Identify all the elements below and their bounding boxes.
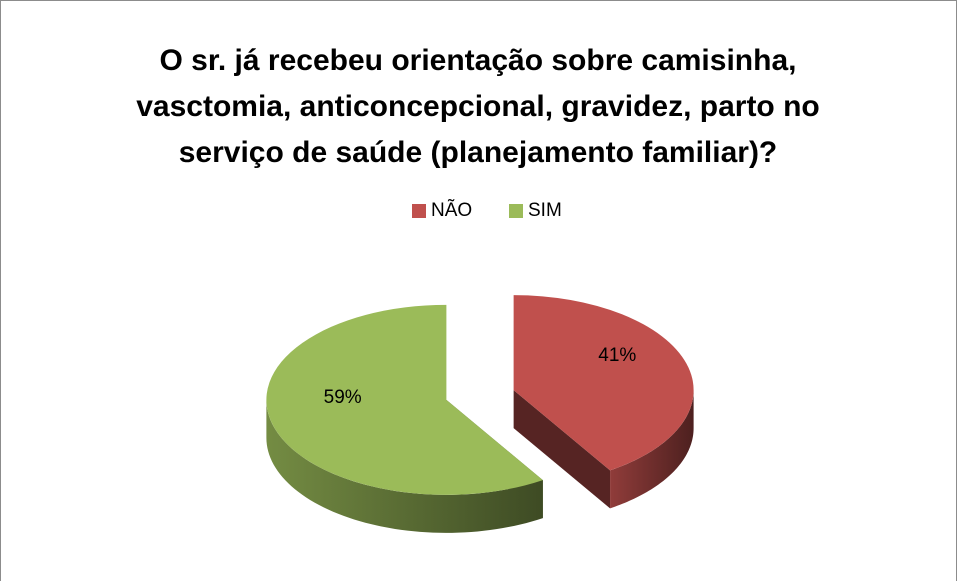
chart-title: O sr. já recebeu orientação sobre camisi… <box>160 44 797 77</box>
chart-title: serviço de saúde (planejamento familiar)… <box>179 136 778 169</box>
slice-wall <box>610 390 694 509</box>
legend-swatch <box>509 204 523 218</box>
slice-wall <box>266 399 543 533</box>
legend-label: SIM <box>528 200 562 221</box>
data-label: 59% <box>324 387 362 408</box>
chart-title: vasctomia, anticoncepcional, gravidez, p… <box>136 90 820 123</box>
slice-side <box>513 390 611 509</box>
data-label: 41% <box>598 345 636 366</box>
legend-swatch <box>412 204 426 218</box>
pie-slice <box>513 295 694 471</box>
legend-label: NÃO <box>431 199 472 221</box>
pie-slice <box>266 304 543 495</box>
